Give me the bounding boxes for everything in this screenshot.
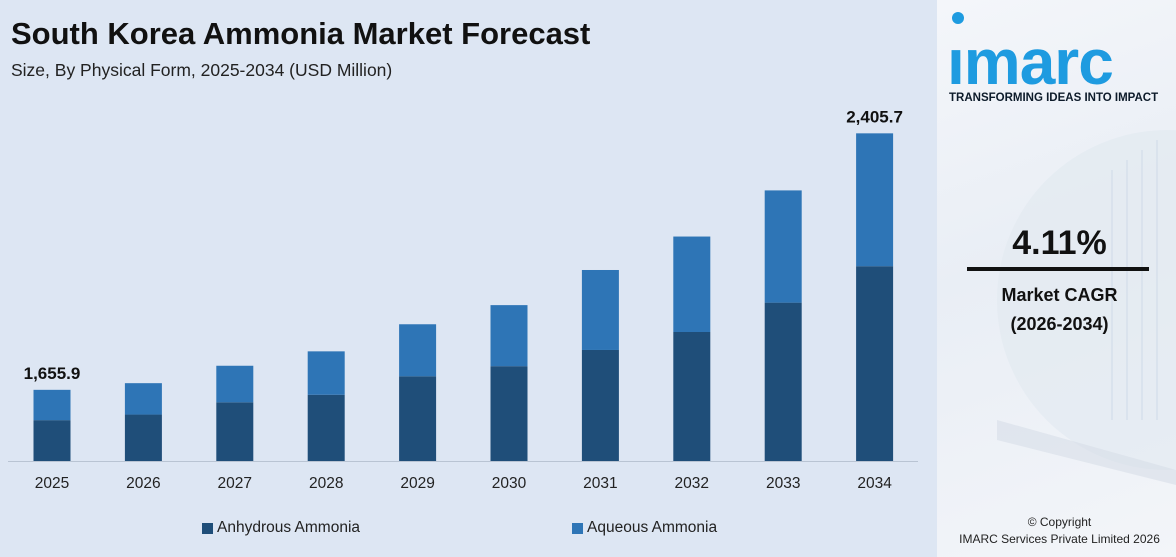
chart-panel: South Korea Ammonia Market Forecast Size…: [0, 0, 937, 557]
legend-swatch-aqueous: [572, 522, 583, 534]
logo-dot: [952, 12, 964, 24]
bar-chart: 2025 2026 2027 2028 2029 2030 2031 2032 2033 2034…: [8, 107, 918, 492]
background-decoration: [997, 130, 1176, 485]
bar-anhydrous-2034: [856, 266, 894, 461]
chart-subtitle: Size, By Physical Form, 2025-2034 (USD M…: [11, 60, 393, 80]
bar-aqueous-2032: [673, 236, 711, 332]
x-tick-label-2030: 2030: [492, 475, 527, 492]
data-label-2034: 2,405.7: [846, 107, 903, 126]
data-label-2025: 1,655.9: [24, 364, 81, 383]
bar-aqueous-2031: [581, 269, 619, 350]
x-tick-label-2029: 2029: [400, 475, 434, 492]
x-tick-label-2026: 2026: [126, 475, 160, 492]
bar-aqueous-2027: [216, 365, 254, 403]
chart-title: South Korea Ammonia Market Forecast: [11, 16, 591, 51]
cagr-divider: [967, 267, 1149, 271]
legend-item-anhydrous: Anhydrous Ammonia: [202, 519, 360, 537]
x-tick-label-2027: 2027: [218, 475, 252, 492]
bar-anhydrous-2027: [216, 402, 254, 461]
bar-aqueous-2029: [399, 324, 437, 377]
x-tick-label-2031: 2031: [583, 475, 617, 492]
x-tick-label-2034: 2034: [857, 475, 892, 492]
copyright-line-1: © Copyright: [1027, 515, 1092, 529]
bar-anhydrous-2029: [399, 376, 437, 461]
bar-anhydrous-2028: [307, 394, 345, 461]
bar-anhydrous-2025: [33, 420, 71, 461]
bar-aqueous-2030: [490, 305, 528, 367]
x-tick-label-2032: 2032: [675, 475, 709, 492]
logo-tagline: TRANSFORMING IDEAS INTO IMPACT: [949, 92, 1159, 104]
legend-item-aqueous: Aqueous Ammonia: [572, 519, 717, 537]
bar-aqueous-2033: [764, 190, 802, 303]
legend-label-anhydrous: Anhydrous Ammonia: [217, 519, 361, 536]
legend-label-aqueous: Aqueous Ammonia: [587, 519, 718, 536]
bar-aqueous-2034: [856, 133, 894, 267]
cagr-period: (2026-2034): [1010, 314, 1109, 334]
bar-anhydrous-2031: [581, 349, 619, 461]
bar-aqueous-2025: [33, 389, 71, 421]
legend-swatch-anhydrous: [202, 522, 213, 534]
bar-aqueous-2028: [307, 351, 345, 395]
imarc-logo: ımarc: [947, 26, 1114, 98]
bar-anhydrous-2030: [490, 366, 528, 461]
bar-anhydrous-2026: [124, 414, 162, 461]
side-panel: ımarc TRANSFORMING IDEAS INTO IMPACT 4.1…: [937, 0, 1176, 557]
x-tick-label-2028: 2028: [309, 475, 343, 492]
bar-anhydrous-2033: [764, 302, 802, 461]
bar-aqueous-2026: [124, 383, 162, 415]
x-tick-label-2025: 2025: [35, 475, 69, 492]
copyright-line-2: IMARC Services Private Limited 2026: [959, 532, 1160, 546]
cagr-label: Market CAGR: [1001, 285, 1118, 305]
cagr-value: 4.11%: [1012, 224, 1107, 262]
bar-anhydrous-2032: [673, 332, 711, 461]
x-tick-label-2033: 2033: [766, 475, 800, 492]
